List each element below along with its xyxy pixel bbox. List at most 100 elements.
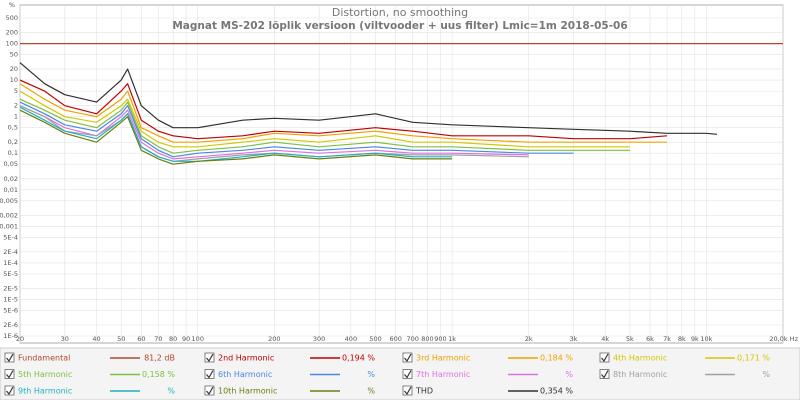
legend-check: [206, 353, 214, 363]
legend-check: [601, 353, 609, 363]
x-tick-label: 9k: [691, 335, 699, 343]
x-tick-label: 80: [169, 335, 177, 343]
legend-checkbox[interactable]: [4, 385, 15, 396]
legend-name: THD: [415, 387, 433, 396]
legend-name: 2nd Harmonic: [218, 354, 274, 363]
legend-readout: 0,354 %: [540, 387, 573, 396]
legend-checkbox[interactable]: [402, 352, 413, 363]
x-tick-label: 4k: [601, 335, 609, 343]
legend-check: [404, 353, 412, 363]
legend-readout: 0,194 %: [342, 354, 375, 363]
y-tick-label: 0,002: [0, 211, 18, 219]
x-tick-label: 5k: [626, 335, 634, 343]
legend-readout: 0,171 %: [737, 354, 770, 363]
legend-check: [6, 370, 14, 379]
legend-check: [206, 386, 214, 396]
legend-check: [404, 370, 412, 379]
series-line: [19, 105, 529, 160]
chart-subtitle: Magnat MS-202 lõplik versioon (viltvoode…: [172, 20, 627, 32]
y-tick-label: 0,05: [4, 160, 18, 168]
x-tick-label: 8k: [678, 335, 686, 343]
y-axis-label: %: [9, 1, 15, 9]
legend-name: 6th Harmonic: [218, 370, 272, 379]
legend-check: [404, 386, 412, 396]
legend-check: [6, 353, 14, 363]
x-tick-label: 600: [389, 335, 401, 343]
x-tick-label: 300: [313, 335, 325, 343]
legend: Fundamental 81,2 dB 2nd Harmonic 0,194 % 3rd…: [4, 352, 770, 396]
legend-name: 3rd Harmonic: [416, 354, 470, 363]
legend-checkbox[interactable]: [402, 385, 413, 396]
legend-check: [6, 386, 14, 396]
y-tick-label: 1E-5: [3, 295, 18, 303]
series-line: [19, 83, 667, 143]
legend-readout: %: [167, 387, 175, 396]
y-tick-label: 0,1: [8, 149, 18, 157]
x-tick-label: 800: [421, 335, 433, 343]
legend-readout: %: [367, 370, 375, 379]
y-tick-label: 20: [10, 65, 18, 73]
y-tick-label: 5E-4: [3, 233, 18, 241]
y-tick-label: 500: [6, 14, 18, 22]
series-line: [19, 101, 574, 158]
y-tick-label: 5: [14, 87, 18, 95]
y-tick-label: 1E-6: [3, 332, 18, 340]
series-line: [19, 109, 453, 165]
legend-readout: 0,158 %: [142, 370, 175, 379]
series-line: [19, 62, 718, 135]
series-line: [19, 90, 630, 148]
y-tick-label: 0,001: [0, 222, 18, 230]
legend-check: [601, 370, 609, 379]
x-tick-label: 400: [345, 335, 357, 343]
y-tick-label: 50: [10, 51, 18, 59]
x-tick-label: 70: [154, 335, 162, 343]
y-tick-label: 2E-6: [3, 321, 18, 329]
x-tick-label: 900: [434, 335, 446, 343]
y-tick-label: 2E-5: [3, 284, 18, 292]
x-tick-label: 7k: [663, 335, 671, 343]
x-tick-label: 1k: [448, 335, 456, 343]
legend-name: 5th Harmonic: [18, 370, 72, 379]
legend-checkbox[interactable]: [204, 369, 215, 379]
legend-checkbox[interactable]: [599, 369, 610, 379]
y-tick-label: 1: [14, 113, 18, 121]
y-tick-label: 5E-5: [3, 270, 18, 278]
legend-name: 10th Harmonic: [218, 387, 277, 396]
legend-readout: 0,184 %: [540, 354, 573, 363]
x-tick-label: 20,0k Hz: [769, 335, 798, 343]
y-tick-label: 2: [14, 102, 18, 110]
x-tick-label: 30: [61, 335, 69, 343]
legend-checkbox[interactable]: [402, 369, 413, 379]
x-tick-label: 6k: [646, 335, 654, 343]
series-line: [19, 106, 453, 162]
legend-checkbox[interactable]: [204, 352, 215, 363]
y-tick-label: 5E-6: [3, 306, 18, 314]
legend-name: Fundamental: [18, 354, 70, 363]
x-tick-label: 60: [137, 335, 145, 343]
x-tick-label: 2k: [525, 335, 533, 343]
y-tick-label: 0,02: [4, 175, 18, 183]
legend-name: 4th Harmonic: [613, 354, 667, 363]
series-line: [19, 79, 668, 140]
legend-readout: %: [762, 370, 770, 379]
legend-name: 7th Harmonic: [416, 370, 470, 379]
legend-checkbox[interactable]: [204, 385, 215, 396]
y-tick-label: 2E-4: [3, 248, 18, 256]
legend-readout: 81,2 dB: [144, 354, 175, 363]
y-tick-label: 0,5: [8, 124, 18, 132]
x-tick-label: 10k: [700, 335, 712, 343]
legend-checkbox[interactable]: [599, 352, 610, 363]
legend-checkbox[interactable]: [4, 352, 15, 363]
legend-checkbox[interactable]: [4, 369, 15, 379]
y-tick-label: 0,01: [4, 186, 18, 194]
legend-readout: %: [367, 387, 375, 396]
legend-check: [206, 370, 214, 379]
legend-name: 9th Harmonic: [18, 387, 72, 396]
grid: [19, 5, 784, 343]
y-tick-label: 10: [10, 76, 18, 84]
x-tick-label: 50: [117, 335, 125, 343]
lines: [19, 43, 783, 165]
x-tick-label: 200: [268, 335, 280, 343]
y-tick-label: 100: [6, 40, 18, 48]
